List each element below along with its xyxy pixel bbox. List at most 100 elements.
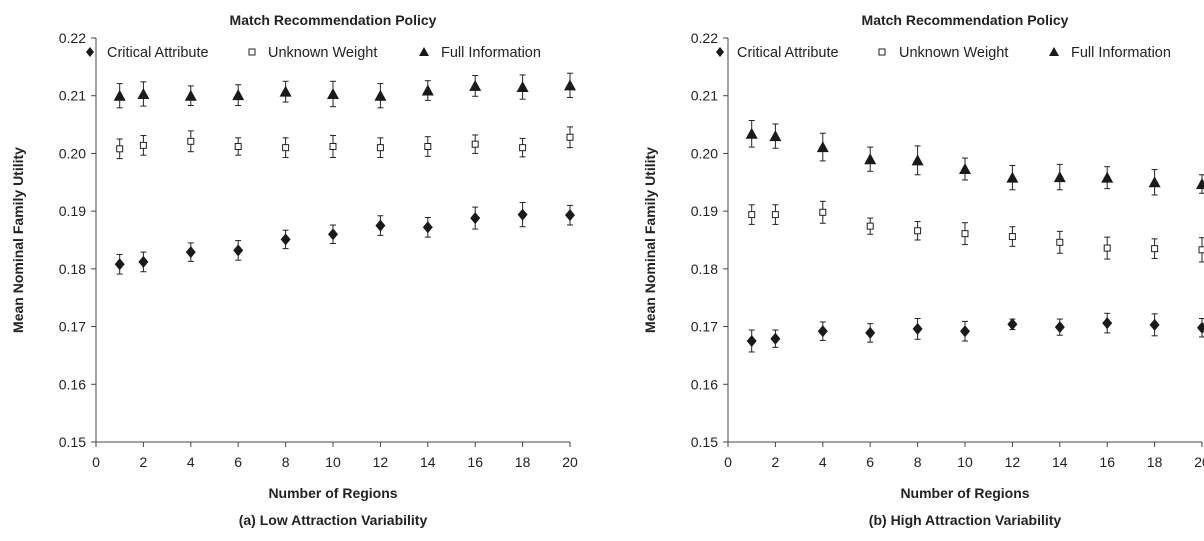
panel-b-full-information-point [1196, 178, 1204, 190]
panel-a-x-tick-label: 18 [515, 454, 531, 470]
panel-b-unknown-weight-point [1103, 244, 1111, 252]
panel-a-unknown-weight-point [519, 144, 527, 152]
panel-a-x-tick-label: 8 [282, 454, 290, 470]
panel-a-critical-attribute-point [233, 244, 244, 257]
panel-a-unknown-weight-point [471, 140, 479, 148]
panel-a-x-tick-label: 2 [140, 454, 148, 470]
panel-a-y-tick-label: 0.18 [59, 261, 86, 277]
panel-a-unknown-weight-point [139, 141, 147, 149]
panel-a-unknown-weight-point [329, 143, 337, 151]
panel-a-unknown-weight-point [424, 143, 432, 151]
panel-b-critical-attribute-point [1149, 318, 1160, 331]
panel-b-y-tick-label: 0.15 [691, 434, 718, 450]
panel-b-y-tick-label: 0.17 [691, 319, 718, 335]
panel-b-unknown-weight-point [866, 222, 874, 230]
panel-a-unknown-weight-point [187, 137, 195, 145]
panel-a-y-tick-label: 0.21 [59, 88, 86, 104]
panel-a-y-tick-label: 0.15 [59, 434, 86, 450]
panel-b-full-information-point [911, 154, 924, 166]
panel-b-full-information-point [864, 153, 877, 165]
panel-a-y-axis-label: Mean Nominal Family Utility [10, 147, 26, 333]
panel-a-y-tick-label: 0.20 [59, 145, 86, 161]
panel-a-full-information-point [327, 87, 339, 99]
panel-a-critical-attribute-point [138, 255, 149, 268]
panel-a-x-tick-label: 0 [92, 454, 100, 470]
panel-a-full-information-point [137, 87, 150, 99]
panel-b-unknown-weight-point [819, 208, 827, 216]
panel-a-y-tick-label: 0.16 [59, 376, 86, 392]
panel-b-y-tick-label: 0.18 [691, 261, 718, 277]
panel-a-full-information-point [469, 79, 482, 91]
panel-b-x-tick-label: 20 [1194, 454, 1204, 470]
panel-b-caption: (b) High Attraction Variability [869, 512, 1062, 528]
panel-b-full-information-point [959, 163, 971, 175]
panel-a-critical-attribute-point [375, 219, 386, 232]
panel-a-unknown-weight-point [234, 143, 242, 151]
panel-b-x-tick-label: 2 [772, 454, 780, 470]
panel-b-legend-label: Critical Attribute [737, 45, 839, 61]
panel-b-critical-attribute-point [1007, 318, 1018, 331]
panel-b-full-information-point [1101, 171, 1114, 183]
panel-b-unknown-weight-point [1151, 245, 1159, 253]
panel-b-critical-attribute-point [1054, 321, 1065, 334]
panel-b-unknown-weight-point [961, 230, 969, 238]
panel-b-full-information-point [1006, 171, 1019, 183]
panel-a-x-tick-label: 16 [467, 454, 483, 470]
panel-a-x-tick-label: 10 [325, 454, 341, 470]
panel-a-x-axis-label: Number of Regions [268, 485, 397, 501]
panel-a-full-information-point [374, 89, 387, 101]
panel-a-y-tick-label: 0.22 [59, 30, 86, 46]
panel-a-critical-attribute-point [185, 246, 196, 259]
panel-a-caption: (a) Low Attraction Variability [239, 512, 428, 528]
panel-b-x-tick-label: 0 [724, 454, 732, 470]
panel-a-legend-marker-square [248, 48, 256, 56]
panel-b-chart-title: Match Recommendation Policy [862, 12, 1069, 28]
panel-b-x-tick-label: 16 [1099, 454, 1115, 470]
panel-b-y-tick-label: 0.19 [691, 203, 718, 219]
panel-a-x-tick-label: 4 [187, 454, 195, 470]
panel-b-critical-attribute-point [865, 326, 876, 339]
panel-a-x-tick-label: 6 [234, 454, 242, 470]
panel-b-x-axis-label: Number of Regions [900, 485, 1029, 501]
panel-b-unknown-weight-point [1056, 238, 1064, 246]
panel-b-critical-attribute-point [817, 325, 828, 338]
panel-b-full-information-point [745, 127, 758, 139]
panel-b-legend-label: Unknown Weight [899, 45, 1008, 61]
panel-a-full-information-point [564, 79, 576, 91]
panel-a-critical-attribute-point [470, 212, 481, 225]
panel-b-x-tick-label: 8 [914, 454, 922, 470]
panel-b-critical-attribute-point [1102, 317, 1113, 330]
panel-b-unknown-weight-point [1008, 233, 1016, 241]
panel-a-legend-label: Unknown Weight [268, 45, 377, 61]
panel-b-unknown-weight-point [748, 211, 756, 219]
panel-b-x-tick-label: 10 [957, 454, 973, 470]
panel-a-critical-attribute-point [517, 208, 528, 221]
panel-b-legend-label: Full Information [1071, 45, 1171, 61]
panel-a-y-tick-label: 0.17 [59, 319, 86, 335]
panel-b-legend-marker-diamond [716, 47, 724, 57]
panel-a-critical-attribute-point [280, 233, 291, 246]
panel-b-legend-marker-triangle [1049, 47, 1059, 56]
panel-a-full-information-point [232, 89, 245, 101]
panel-a-x-tick-label: 20 [562, 454, 578, 470]
panel-a-full-information-point [184, 89, 197, 101]
panel-a-legend-marker-diamond [86, 47, 94, 57]
panel-b-full-information-point [816, 141, 829, 153]
panel-b-x-tick-label: 12 [1005, 454, 1021, 470]
panel-a-unknown-weight-point [376, 144, 384, 152]
panel-b-full-information-point [769, 130, 782, 142]
panel-a-critical-attribute-point [565, 209, 575, 222]
panel-a-y-tick-label: 0.19 [59, 203, 86, 219]
panel-a-x-tick-label: 12 [373, 454, 389, 470]
panel-b-x-tick-label: 4 [819, 454, 827, 470]
panel-a-critical-attribute-point [328, 228, 338, 241]
panel-b-x-tick-label: 18 [1147, 454, 1163, 470]
panel-a-full-information-point [516, 81, 529, 93]
panel-a-unknown-weight-point [116, 145, 124, 153]
panel-b-y-tick-label: 0.22 [691, 30, 718, 46]
panel-b-y-tick-label: 0.21 [691, 88, 718, 104]
panel-a-legend-marker-triangle [419, 47, 429, 56]
panel-b-critical-attribute-point [770, 332, 781, 345]
panel-b-critical-attribute-point [960, 325, 970, 338]
